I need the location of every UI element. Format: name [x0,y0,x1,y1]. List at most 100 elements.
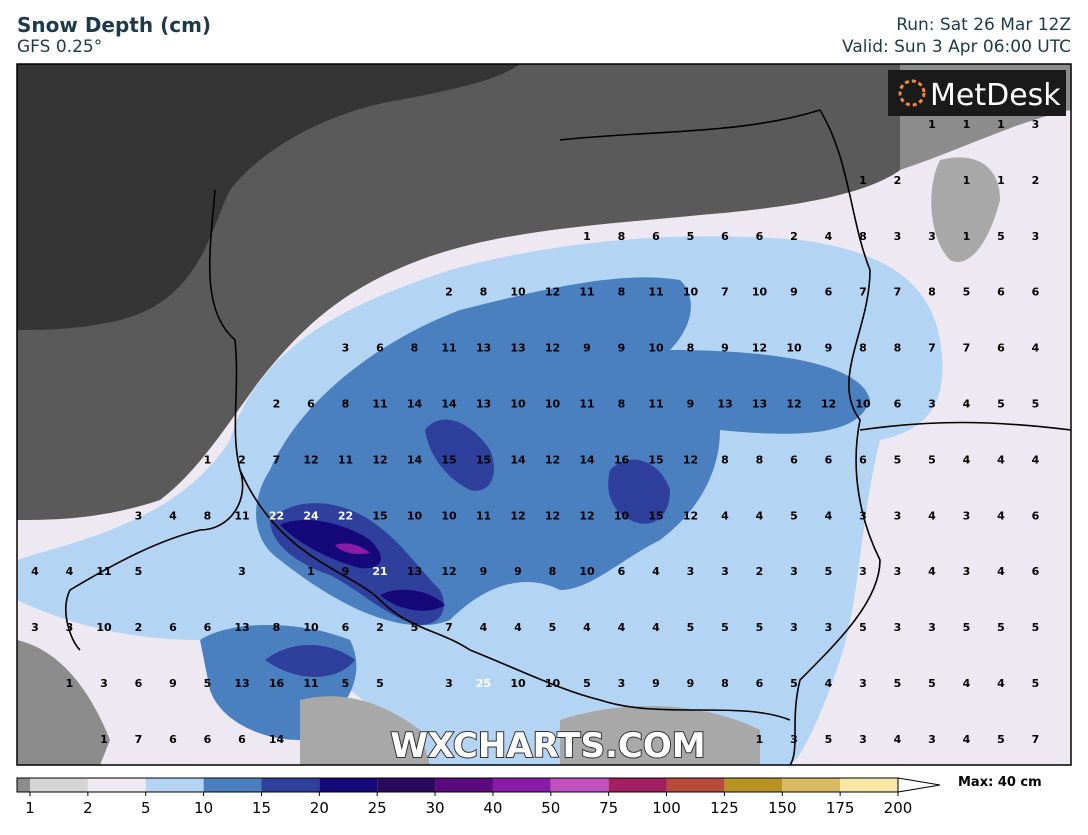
snow-depth-value: 5 [963,621,971,634]
snow-depth-value: 5 [928,677,936,690]
snow-depth-value: 5 [204,677,212,690]
snow-depth-value: 5 [997,733,1005,746]
snow-depth-value: 2 [445,286,453,299]
snow-depth-value: 1 [307,565,315,578]
snow-depth-value: 2 [376,621,384,634]
snow-depth-value: 5 [687,230,695,243]
snow-depth-value: 1 [859,174,867,187]
snow-depth-value: 7 [445,621,453,634]
colorbar: 1 2 5 10 15 20 25 30 40 50 75 100 125 150 175 200 [16,777,941,817]
snow-depth-value: 4 [66,565,74,578]
colorbar-label: 20 [310,799,329,817]
colorbar-segment [17,778,30,792]
colorbar-segment [87,778,146,792]
snow-depth-value: 8 [928,286,936,299]
snow-depth-value: 1 [100,733,108,746]
snow-depth-value: 5 [997,621,1005,634]
colorbar-segment [666,778,725,792]
snow-depth-value: 3 [1032,230,1040,243]
snow-depth-value: 9 [687,677,695,690]
snow-depth-value: 8 [342,398,350,411]
snow-depth-value: 3 [894,230,902,243]
snow-depth-value: 10 [786,342,802,355]
snow-depth-value: 3 [790,621,798,634]
snow-depth-value: 2 [894,174,902,187]
snow-depth-value: 10 [752,286,768,299]
snow-depth-value: 13 [234,621,249,634]
snow-depth-value: 7 [1032,733,1040,746]
snow-depth-value: 14 [407,398,423,411]
snow-depth-value: 8 [721,453,729,466]
snow-depth-value: 6 [376,342,384,355]
snow-depth-value: 4 [825,230,833,243]
snow-depth-value: 9 [652,677,660,690]
snow-depth-value: 14 [407,453,423,466]
snow-depth-value: 10 [648,342,664,355]
colorbar-segment [319,778,378,792]
snow-depth-value: 5 [825,733,833,746]
snow-depth-value: 8 [618,286,626,299]
snow-depth-value: 3 [859,565,867,578]
snow-depth-value: 7 [894,286,902,299]
colorbar-label: 150 [768,799,797,817]
snow-depth-value: 8 [721,677,729,690]
snow-depth-value: 5 [583,677,591,690]
snow-depth-value: 2 [790,230,798,243]
snow-depth-value: 8 [859,230,867,243]
snow-depth-value: 1 [66,677,74,690]
snow-depth-value: 4 [721,509,729,522]
snow-depth-value: 11 [96,565,111,578]
snow-depth-value: 3 [342,342,350,355]
colorbar-segment [550,778,609,792]
snow-depth-value: 9 [514,565,522,578]
snow-depth-value: 12 [821,398,836,411]
snow-depth-value: 4 [652,621,660,634]
colorbar-segment [724,778,783,792]
watermark: WXCHARTS.COM [390,726,705,766]
map-frame [16,63,1072,766]
snow-depth-value: 11 [441,342,456,355]
snow-depth-value: 7 [859,286,867,299]
snow-depth-value: 3 [894,565,902,578]
snow-depth-value: 10 [96,621,112,634]
snow-depth-value: 11 [476,509,491,522]
snow-depth-value: 14 [510,453,526,466]
snow-depth-value: 3 [1032,118,1040,131]
snow-depth-value: 5 [894,677,902,690]
snow-depth-value: 10 [510,398,526,411]
snow-depth-value: 12 [545,509,560,522]
colorbar-segment [782,778,841,792]
snow-depth-value: 5 [756,621,764,634]
snow-depth-value: 1 [204,453,212,466]
snow-depth-value: 10 [545,677,561,690]
snow-depth-value: 3 [66,621,74,634]
snow-depth-value: 12 [441,565,456,578]
snow-depth-value: 2 [135,621,143,634]
colorbar-label: 10 [194,799,213,817]
snow-depth-value: 1 [963,230,971,243]
colorbar-label: 25 [368,799,387,817]
snow-depth-value: 6 [825,453,833,466]
snow-depth-value: 9 [342,565,350,578]
snow-depth-value: 1 [963,118,971,131]
snow-depth-value: 5 [790,509,798,522]
snow-depth-value: 5 [376,677,384,690]
snow-depth-value: 5 [894,453,902,466]
snow-depth-value: 3 [445,677,453,690]
logo-text: MetDesk [930,78,1061,113]
snow-depth-value: 3 [894,509,902,522]
snow-depth-value: 15 [648,453,663,466]
snow-depth-value: 5 [1032,621,1040,634]
snow-depth-value: 8 [618,230,626,243]
snow-depth-value: 6 [756,230,764,243]
snow-depth-value: 10 [303,621,319,634]
snow-depth-value: 4 [997,677,1005,690]
snow-depth-value: 2 [238,453,246,466]
snow-depth-value: 13 [476,342,491,355]
snow-depth-value: 13 [717,398,732,411]
snow-depth-value: 5 [790,677,798,690]
snow-depth-value: 8 [618,398,626,411]
snow-depth-value: 9 [825,342,833,355]
snow-depth-value: 4 [514,621,522,634]
snow-depth-value: 3 [721,565,729,578]
